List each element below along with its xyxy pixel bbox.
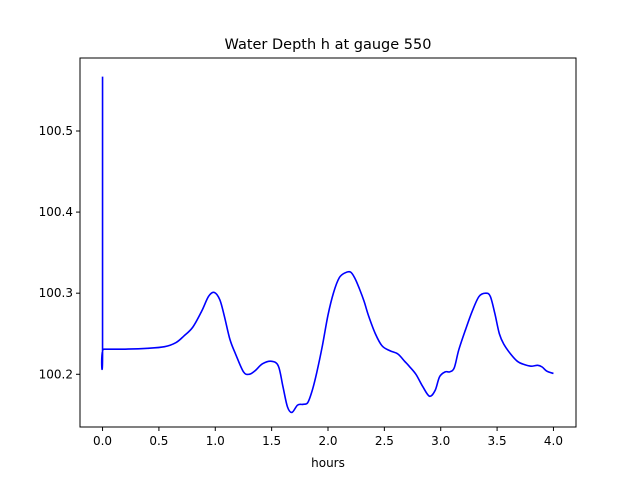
y-tick-label: 100.4 bbox=[39, 205, 73, 219]
axes-frame bbox=[79, 57, 577, 428]
series-line-0 bbox=[100, 76, 554, 414]
x-axis-ticks: 0.0 0.5 1.0 1.5 2.0 2.5 3.0 3.5 4.0 bbox=[93, 427, 563, 448]
x-tick-label: 3.5 bbox=[488, 434, 507, 448]
plot-layer bbox=[100, 76, 554, 414]
x-tick-label: 3.0 bbox=[431, 434, 450, 448]
x-axis-label: hours bbox=[311, 456, 345, 470]
y-tick-label: 100.5 bbox=[39, 124, 73, 138]
x-tick-label: 2.0 bbox=[318, 434, 337, 448]
x-tick-label: 0.5 bbox=[149, 434, 168, 448]
y-tick-label: 100.2 bbox=[39, 367, 73, 381]
x-tick-label: 1.5 bbox=[262, 434, 281, 448]
y-axis-ticks: 100.2 100.3 100.4 100.5 bbox=[39, 124, 80, 381]
x-tick-label: 1.0 bbox=[206, 434, 225, 448]
x-tick-label: 0.0 bbox=[93, 434, 112, 448]
x-tick-label: 4.0 bbox=[544, 434, 563, 448]
y-tick-label: 100.3 bbox=[39, 286, 73, 300]
chart-title: Water Depth h at gauge 550 bbox=[225, 37, 432, 53]
x-tick-label: 2.5 bbox=[375, 434, 394, 448]
